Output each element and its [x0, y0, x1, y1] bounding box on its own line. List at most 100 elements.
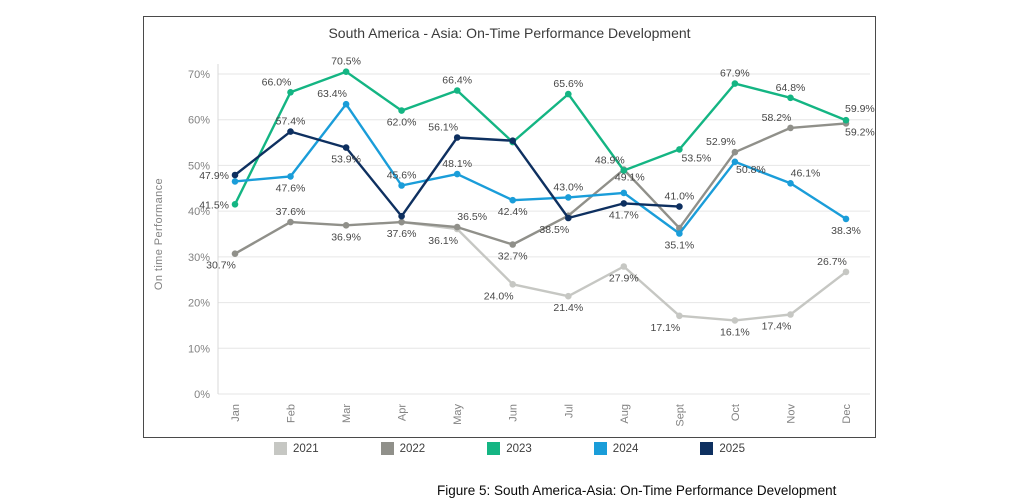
data-labels-2025: 47.9% 57.4% 53.9% 56.1% 38.5% 41.7% 41.0%: [199, 116, 694, 236]
data-label: 47.6%: [276, 182, 306, 194]
data-label: 64.8%: [776, 82, 806, 94]
data-point-marker: [787, 124, 794, 132]
data-label: 57.4%: [276, 116, 306, 128]
legend-swatch-2024: [593, 442, 607, 455]
data-label: 58.2%: [762, 112, 792, 124]
data-label: 16.1%: [720, 326, 750, 338]
legend-label: 2025: [719, 442, 745, 455]
legend-swatch-2022: [380, 442, 394, 455]
x-tick-label: Dec: [841, 404, 853, 424]
data-point-marker: [565, 90, 572, 98]
data-label: 41.5%: [199, 199, 229, 211]
x-tick-label: Jan: [230, 404, 242, 422]
data-label: 30.7%: [206, 260, 236, 272]
data-point-marker: [620, 167, 628, 174]
data-label: 50.8%: [736, 164, 766, 176]
data-label: 47.9%: [199, 170, 229, 182]
data-label: 36.5%: [457, 211, 487, 223]
data-label: 63.4%: [317, 88, 347, 100]
data-point-marker: [842, 116, 850, 124]
data-point-marker: [676, 230, 683, 237]
legend-item-2024: 2024: [593, 442, 639, 455]
data-point-marker: [453, 134, 461, 141]
data-point-marker: [731, 148, 739, 156]
data-point-marker: [565, 292, 572, 300]
data-point-marker: [676, 203, 683, 210]
data-point-marker: [787, 94, 794, 102]
data-point-marker: [787, 180, 794, 187]
data-point-marker: [676, 146, 683, 153]
legend-label: 2023: [506, 442, 532, 455]
data-label: 52.9%: [706, 136, 736, 148]
data-label: 24.0%: [484, 290, 514, 302]
data-label: 38.5%: [539, 224, 569, 236]
data-label: 66.0%: [262, 76, 292, 88]
y-tick-label: 70%: [188, 69, 210, 81]
x-tick-label: Feb: [286, 404, 298, 423]
legend-swatch-2023: [487, 442, 501, 455]
x-tick-label: May: [452, 404, 464, 425]
series-2024: [231, 100, 850, 237]
y-tick-label: 60%: [188, 115, 210, 127]
series-line-2024: [233, 103, 848, 235]
series-line-2022: [233, 122, 848, 255]
y-tick-label: 40%: [188, 206, 210, 218]
data-label: 41.7%: [609, 209, 639, 221]
chart-title: South America - Asia: On-Time Performanc…: [328, 25, 691, 41]
data-point-marker: [287, 128, 294, 135]
x-tick-label: Mar: [341, 404, 353, 423]
x-tick-label: Oct: [730, 404, 742, 421]
data-labels-2021: 36.1% 24.0% 21.4% 27.9% 17.1% 16.1% 17.4% 26.7%: [428, 235, 847, 338]
data-point-marker: [565, 194, 572, 201]
x-tick-label: Sept: [674, 404, 686, 427]
data-label: 27.9%: [609, 273, 639, 285]
data-point-marker: [342, 222, 350, 229]
data-label: 53.9%: [331, 154, 361, 166]
data-label: 36.9%: [331, 231, 361, 243]
legend-label: 2022: [399, 442, 426, 455]
data-point-marker: [620, 200, 628, 207]
legend-item-2022: 2022: [380, 442, 426, 455]
figure-caption: Figure 5: South America-Asia: On-Time Pe…: [437, 483, 837, 498]
data-point-marker: [731, 317, 739, 324]
data-label: 53.5%: [682, 152, 712, 164]
data-label: 17.1%: [651, 322, 681, 334]
legend-label: 2024: [612, 442, 639, 455]
data-point-marker: [453, 170, 461, 178]
chart-card: South America - Asia: On-Time Performanc…: [143, 16, 876, 438]
series-line-2021: [400, 220, 848, 322]
y-tick-label: 20%: [188, 298, 210, 310]
data-label: 67.9%: [720, 68, 750, 80]
x-tick-label: Apr: [397, 404, 409, 421]
data-label: 46.1%: [791, 167, 821, 179]
data-label: 26.7%: [817, 256, 847, 268]
data-point-marker: [398, 212, 405, 220]
line-chart: 0% 10% 20% 30% 40% 50% 60% 70% On time Performan…: [153, 56, 875, 427]
data-label: 42.4%: [498, 206, 528, 218]
data-point-marker: [231, 171, 239, 179]
data-labels-2022: 30.7% 37.6% 36.9% 37.6% 36.5% 32.7% 49.1% 52.9%…: [206, 112, 875, 272]
data-point-marker: [509, 241, 516, 248]
data-point-marker: [398, 218, 405, 226]
legend-swatch-2025: [700, 442, 714, 455]
y-tick-label: 50%: [188, 160, 210, 172]
data-point-marker: [620, 263, 628, 270]
y-tick-label: 10%: [188, 343, 210, 355]
legend-swatch-2021: [274, 442, 288, 455]
y-axis-tick-labels: 0% 10% 20% 30% 40% 50% 60% 70%: [188, 69, 210, 401]
data-label: 17.4%: [762, 321, 792, 333]
data-point-marker: [398, 107, 405, 114]
data-labels-2024: 47.6% 63.4% 45.6% 48.1% 42.4% 43.0% 35.1% 50.8%…: [276, 88, 861, 251]
data-label: 65.6%: [553, 78, 583, 90]
series-2025: [231, 128, 683, 222]
data-point-marker: [231, 250, 239, 257]
data-label: 48.1%: [442, 158, 472, 170]
data-label: 59.9%: [845, 103, 875, 115]
data-point-marker: [231, 178, 239, 185]
data-label: 43.0%: [553, 181, 583, 193]
data-point-marker: [509, 281, 516, 288]
data-point-marker: [287, 218, 294, 226]
data-point-marker: [342, 68, 350, 75]
data-point-marker: [509, 137, 516, 144]
